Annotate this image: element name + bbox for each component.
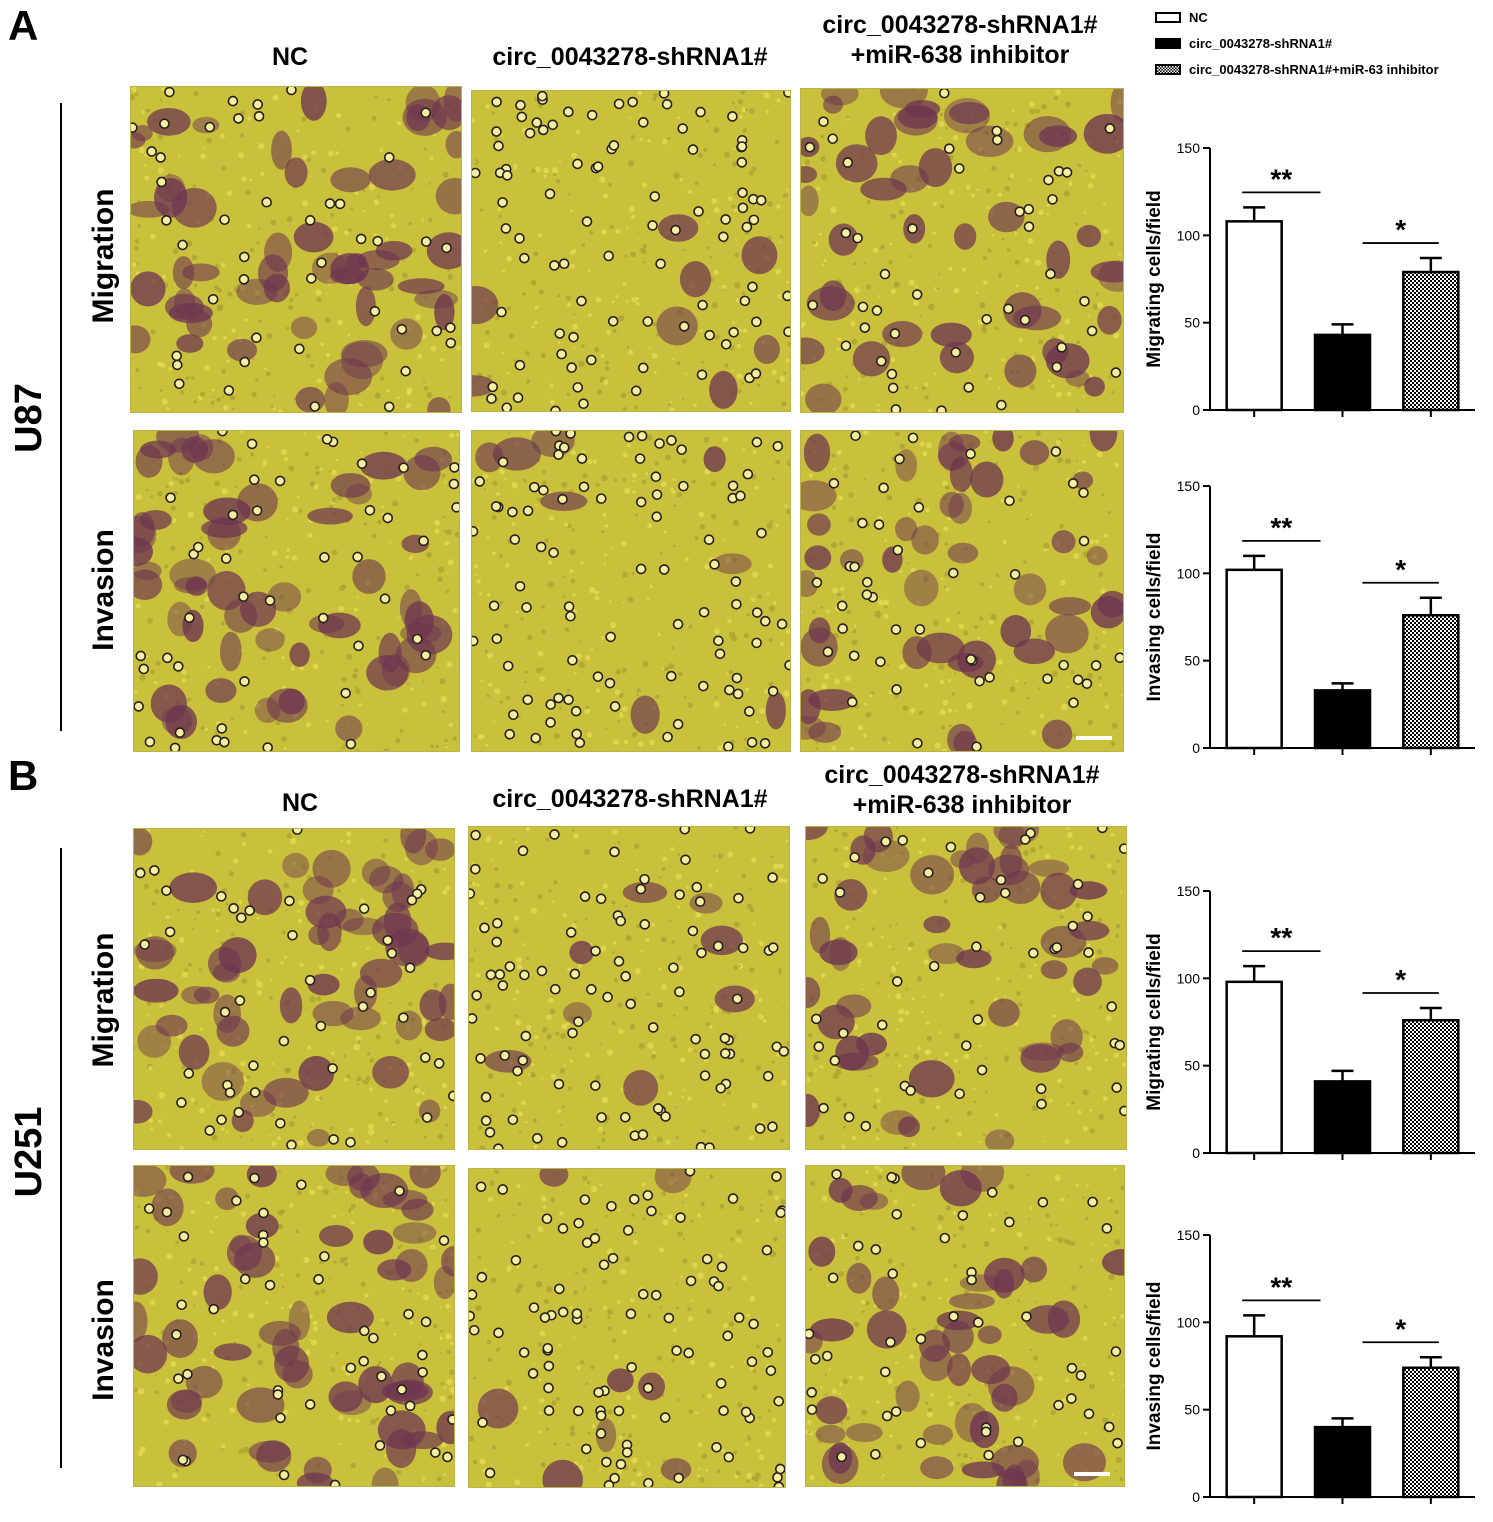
- y-tick-label: 150: [1177, 478, 1201, 494]
- panel-b-cell-line-label: U251: [8, 1106, 50, 1198]
- significance-marker: **: [1270, 1271, 1292, 1302]
- bar: [1402, 270, 1460, 412]
- panel-b-col-label-combo-line2: +miR-638 inhibitor: [852, 791, 1072, 819]
- micrograph-b-invasion-nc: [133, 1165, 455, 1487]
- y-tick-label: 50: [1184, 315, 1200, 331]
- bar: [1225, 220, 1283, 412]
- panel-a-col-label-nc: NC: [271, 43, 309, 71]
- significance-marker: **: [1270, 512, 1292, 543]
- micrograph-a-invasion-shrna: [471, 430, 791, 752]
- micrograph-a-migration-combo: [800, 88, 1124, 413]
- bar-chart-a-invasion: 0 50 100 150 Invasing cells/field ** *: [1130, 478, 1490, 768]
- significance-marker: *: [1395, 554, 1406, 585]
- legend-label-nc: NC: [1189, 10, 1208, 25]
- bar-chart-b-invasion: 0 50 100 150 Invasing cells/field ** *: [1130, 1227, 1490, 1517]
- panel-b-divider: [60, 848, 62, 1468]
- panel-a-letter: A: [8, 2, 39, 49]
- panel-a-row-label-migration: Migration: [87, 188, 120, 324]
- bar-chart-b-migration: 0 50 100 150 Migrating cells/field ** *: [1130, 883, 1490, 1173]
- panel-a-divider: [60, 103, 62, 731]
- bar: [1402, 1366, 1460, 1499]
- panel-b-row-label-invasion: Invasion: [87, 1279, 120, 1401]
- significance-marker: *: [1395, 1313, 1406, 1344]
- panel-b-col-label-shrna: circ_0043278-shRNA1#: [492, 785, 768, 813]
- micrograph-a-migration-shrna: [471, 90, 791, 412]
- legend-label-shrna: circ_0043278-shRNA1#: [1189, 36, 1333, 51]
- significance-marker: *: [1395, 964, 1406, 995]
- scale-bar-b: [1074, 1472, 1110, 1476]
- bar: [1402, 614, 1460, 750]
- micrograph-b-migration-shrna: [468, 826, 790, 1150]
- y-tick-label: 100: [1177, 970, 1201, 986]
- y-tick-label: 150: [1177, 140, 1201, 156]
- legend-swatch-solid: [1155, 38, 1181, 49]
- y-axis-label: Migrating cells/field: [1144, 933, 1165, 1110]
- bar: [1313, 333, 1372, 412]
- panel-a-row-label-invasion: Invasion: [87, 529, 120, 651]
- bar-chart-a-migration: 0 50 100 150 Migrating cells/field ** *: [1130, 140, 1490, 430]
- y-axis-label: Invasing cells/field: [1144, 1282, 1165, 1451]
- micrograph-b-migration-combo: [805, 826, 1127, 1150]
- y-axis-label: Migrating cells/field: [1144, 190, 1165, 367]
- y-tick-label: 50: [1184, 653, 1200, 669]
- y-tick-label: 0: [1192, 402, 1200, 418]
- panel-a-col-label-combo-line1: circ_0043278-shRNA1#: [822, 11, 1098, 39]
- bar: [1225, 568, 1283, 750]
- bar: [1402, 1019, 1460, 1155]
- significance-marker: **: [1270, 163, 1292, 194]
- bar: [1225, 1335, 1283, 1499]
- micrograph-a-migration-nc: [130, 86, 462, 413]
- y-tick-label: 100: [1177, 1314, 1201, 1330]
- significance-marker: **: [1270, 922, 1292, 953]
- y-tick-label: 0: [1192, 740, 1200, 756]
- legend-item-shrna: circ_0043278-shRNA1#: [1155, 36, 1332, 51]
- panel-b-col-label-nc: NC: [281, 789, 319, 817]
- legend-label-combo: circ_0043278-shRNA1#+miR-63 inhibitor: [1189, 62, 1439, 77]
- micrograph-b-migration-nc: [133, 828, 455, 1150]
- y-tick-label: 0: [1192, 1489, 1200, 1505]
- bar: [1313, 1425, 1372, 1499]
- y-tick-label: 150: [1177, 1227, 1201, 1243]
- micrograph-b-invasion-shrna: [468, 1168, 786, 1488]
- significance-marker: *: [1395, 214, 1406, 245]
- legend-item-combo: circ_0043278-shRNA1#+miR-63 inhibitor: [1155, 62, 1439, 77]
- y-tick-label: 100: [1177, 227, 1201, 243]
- bar: [1313, 1080, 1372, 1155]
- panel-b-letter: B: [8, 752, 39, 799]
- legend: NC circ_0043278-shRNA1# circ_0043278-shR…: [1155, 10, 1490, 85]
- panel-b-row-label-migration: Migration: [87, 932, 120, 1068]
- y-tick-label: 0: [1192, 1145, 1200, 1161]
- micrograph-a-invasion-nc: [133, 430, 460, 752]
- legend-swatch-open: [1155, 12, 1181, 23]
- panel-b-col-label-combo-line1: circ_0043278-shRNA1#: [824, 761, 1100, 789]
- micrograph-b-invasion-combo: [805, 1165, 1125, 1487]
- panel-a-cell-line-label: U87: [8, 383, 50, 453]
- y-tick-label: 50: [1184, 1058, 1200, 1074]
- y-tick-label: 100: [1177, 565, 1201, 581]
- bar: [1313, 689, 1372, 750]
- y-axis-label: Invasing cells/field: [1144, 533, 1165, 702]
- bar: [1225, 980, 1283, 1155]
- scale-bar-a: [1076, 736, 1112, 740]
- panel-a-col-label-shrna: circ_0043278-shRNA1#: [492, 43, 768, 71]
- panel-a-col-label-combo-line2: +miR-638 inhibitor: [850, 41, 1070, 69]
- legend-item-nc: NC: [1155, 10, 1208, 25]
- micrograph-a-invasion-combo: [800, 430, 1124, 752]
- y-tick-label: 50: [1184, 1402, 1200, 1418]
- legend-swatch-checker: [1155, 64, 1181, 75]
- y-tick-label: 150: [1177, 883, 1201, 899]
